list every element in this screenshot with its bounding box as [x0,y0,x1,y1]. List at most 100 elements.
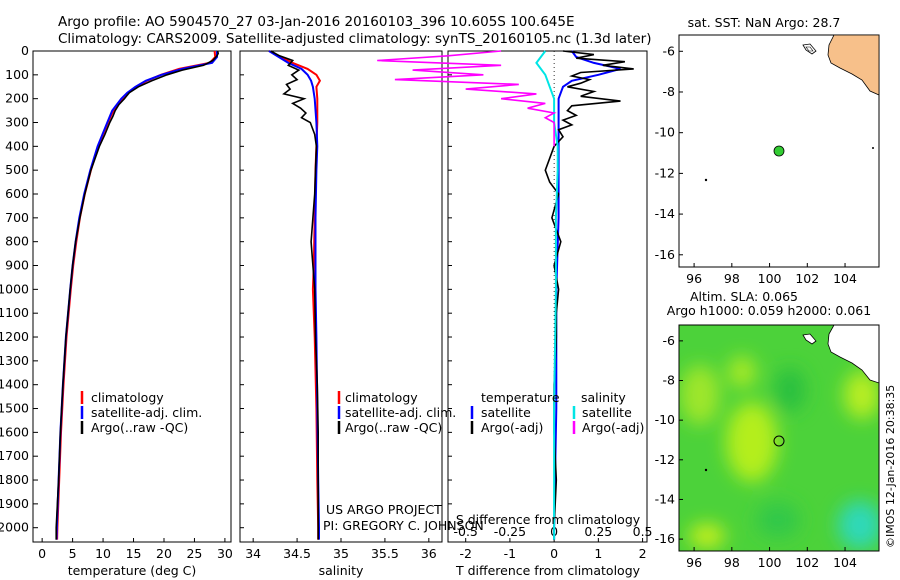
island-dot [704,468,708,472]
lat-tick-label: -6 [663,333,676,348]
sla-high-patch [844,371,879,419]
legend-salinity-heading: salinity [581,390,626,405]
top-tick-label: -0.5 [453,524,477,539]
temperature-legend: climatology satellite-adj. clim. Argo(..… [80,390,202,435]
depth-tick-label: 1800 [0,472,29,487]
sla-map [678,324,880,552]
salinity-panel-frame [239,50,443,543]
difference-plot: -2 -1 0 1 2-0.5 -0.25 0 0.25 0.5 [377,50,653,561]
sst-map [678,34,880,268]
lat-tick-label: -8 [663,373,676,388]
legend-temperature-heading: temperature [481,390,560,405]
land-sumatra-java [827,34,880,96]
float-position-marker [773,435,785,447]
legend-climatology-label: climatology [345,390,418,405]
depth-tick-label: 600 [5,186,29,201]
x-tick-label: 10 [95,546,111,561]
float-position-marker [773,145,785,157]
sla-map-subtitle: Argo h1000: 0.059 h2000: 0.061 [667,303,871,318]
lon-tick-label: 98 [724,555,740,570]
salinity-legend: climatology satellite-adj. clim. Argo(..… [337,390,456,435]
lat-tick-label: -12 [655,165,675,180]
credits-project: US ARGO PROJECT [326,502,442,517]
lon-tick-label: 96 [686,555,702,570]
lon-tick-label: 98 [724,271,740,286]
depth-tick-label: 1900 [0,496,29,511]
x-tick-label: 20 [156,546,172,561]
legend-climatology-label: climatology [91,390,164,405]
legend-satellite-label: satellite-adj. clim. [345,405,456,420]
lat-tick-label: -10 [655,412,675,427]
lat-tick-label: -6 [663,43,676,58]
sla-low-patch [756,502,800,538]
x-tick-label: -1 [504,546,516,561]
series-argo-raw-qc [270,50,320,540]
lat-tick-label: -16 [655,531,675,546]
x-tick-label: 34 [245,546,261,561]
lat-tick-label: -12 [655,452,675,467]
lat-tick-label: -10 [655,125,675,140]
x-tick-label: 35.5 [371,546,399,561]
temperature-panel-frame [32,50,232,543]
lon-tick-label: 102 [795,271,819,286]
temperature-plot: 0 5 10 15 20 25 30 [38,50,233,561]
depth-tick-label: 0 [21,43,29,58]
depth-tick-label: 800 [5,234,29,249]
lat-tick-label: -14 [655,491,675,506]
series-s-argo-adj [377,50,557,147]
sst-map-axes: 96 98 100 102 104 -6 -8 -10 -12 -14 -16 [655,43,857,286]
island-dot [704,178,708,182]
legend-satellite-label: satellite-adj. clim. [91,405,202,420]
lon-tick-label: 96 [686,271,702,286]
lon-tick-label: 104 [833,555,857,570]
x-tick-label: 15 [126,546,142,561]
legend-argo-label: Argo(..raw -QC) [345,420,442,435]
top-tick-label: 0.25 [584,524,612,539]
sla-high-patch [689,524,725,548]
island-dot [872,147,874,149]
top-tick-label: -0.25 [494,524,526,539]
depth-tick-label: 1400 [0,377,29,392]
depth-tick-label: 1700 [0,448,29,463]
depth-tick-label: 900 [5,258,29,273]
depth-tick-label: 200 [5,91,29,106]
island-outline [802,333,817,345]
depth-tick-label: 100 [5,67,29,82]
legend-s-satellite-label: satellite [582,405,632,420]
depth-tick-label: 1300 [0,353,29,368]
island-outline [802,43,817,55]
difference-legend: temperature satellite Argo(-adj) salinit… [470,390,644,435]
sla-map-frame [678,324,880,552]
legend-t-satellite-label: satellite [481,405,531,420]
series-s-satellite [535,50,559,540]
lon-tick-label: 104 [833,271,857,286]
x-tick-label: 34.5 [283,546,311,561]
x-tick-label: 36 [421,546,437,561]
series-argo-raw-qc [55,50,220,540]
depth-tick-label: 500 [5,162,29,177]
sst-map-title: sat. SST: NaN Argo: 28.7 [688,15,841,30]
series-t-satellite [553,50,621,540]
top-tick-label: 0.5 [633,524,653,539]
salinity-xlabel: salinity [319,563,364,578]
depth-tick-label: 400 [5,138,29,153]
legend-argo-label: Argo(..raw -QC) [91,420,188,435]
x-tick-label: -2 [459,546,471,561]
depth-tick-label: 2000 [0,520,29,535]
x-tick-label: 35 [333,546,349,561]
x-tick-label: 5 [69,546,77,561]
imos-watermark: ©IMOS 12-Jan-2016 20:38:35 [884,385,897,548]
difference-panel-frame [447,50,648,543]
lat-tick-label: -8 [663,84,676,99]
salinity-plot: 34 34.5 35 35.5 36 [245,50,437,561]
header-line-2: Climatology: CARS2009. Satellite-adjuste… [58,31,651,47]
depth-tick-label: 1500 [0,401,29,416]
island-outline [805,46,814,52]
x-tick-label: 0 [38,546,46,561]
series-climatology [268,50,322,540]
legend-s-argo-label: Argo(-adj) [582,420,644,435]
lon-tick-label: 100 [758,271,782,286]
sla-high-patch [680,365,720,425]
sla-high-patch [726,402,778,482]
depth-tick-label: 300 [5,115,29,130]
